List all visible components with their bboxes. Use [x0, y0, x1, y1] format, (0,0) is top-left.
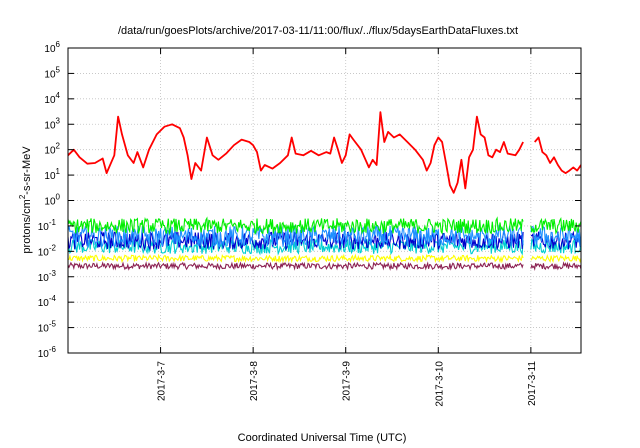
- y-tick-mantissa: 10: [38, 298, 50, 309]
- y-tick-label: 103: [44, 116, 60, 131]
- series-line-band: [68, 253, 581, 264]
- y-tick-exponent: -5: [49, 320, 57, 329]
- y-tick-label: 10-5: [38, 320, 57, 335]
- y-axis-label: protons/cm2-s-sr-MeV: [18, 146, 33, 254]
- y-tick-label: 100: [44, 193, 60, 208]
- y-tick-exponent: 3: [56, 116, 61, 125]
- y-tick-label: 10-2: [38, 243, 57, 258]
- y-tick-label: 10-1: [38, 218, 57, 233]
- y-axis-label-sup: 2: [18, 194, 27, 199]
- series-line-band: [68, 216, 581, 236]
- y-tick-exponent: 5: [56, 65, 61, 74]
- y-tick-mantissa: 10: [38, 273, 50, 284]
- y-tick-label: 105: [44, 65, 60, 80]
- y-tick-mantissa: 10: [44, 44, 56, 55]
- y-tick-mantissa: 10: [44, 95, 56, 106]
- plot-frame: [67, 47, 582, 354]
- y-axis: 10-610-510-410-310-210-11001011021031041…: [38, 40, 581, 360]
- x-tick-label: 2017-3-11: [527, 361, 538, 406]
- grid-lines: [68, 47, 581, 354]
- y-tick-mantissa: 10: [38, 222, 50, 233]
- y-tick-mantissa: 10: [38, 247, 50, 258]
- y-tick-mantissa: 10: [44, 146, 56, 157]
- y-tick-label: 10-6: [38, 345, 57, 360]
- x-tick-label: 2017-3-7: [157, 361, 168, 401]
- y-tick-exponent: 6: [56, 40, 61, 49]
- y-tick-mantissa: 10: [44, 120, 56, 131]
- chart-title: /data/run/goesPlots/archive/2017-03-11/1…: [118, 25, 518, 37]
- y-tick-mantissa: 10: [44, 197, 56, 208]
- x-axis: 2017-3-7 2017-3-8 2017-3-9 2017-3-10 2017-3-…: [157, 48, 538, 407]
- y-tick-label: 101: [44, 167, 60, 182]
- series-line-band: [68, 237, 581, 256]
- y-tick-mantissa: 10: [44, 69, 56, 80]
- y-tick-mantissa: 10: [44, 171, 56, 182]
- y-tick-exponent: -3: [49, 269, 57, 278]
- x-tick-label: 2017-3-9: [342, 361, 353, 401]
- y-tick-exponent: -2: [49, 243, 57, 252]
- series-line-main: [68, 111, 581, 194]
- x-tick-label: 2017-3-10: [434, 361, 445, 407]
- x-axis-label: Coordinated Universal Time (UTC): [238, 432, 407, 444]
- y-axis-label-base: protons/cm: [21, 199, 33, 253]
- y-tick-label: 106: [44, 40, 60, 55]
- y-tick-label: 10-3: [38, 269, 57, 284]
- y-tick-label: 104: [44, 91, 60, 106]
- x-tick-label: 2017-3-8: [249, 361, 260, 401]
- y-tick-exponent: 0: [56, 193, 61, 202]
- y-tick-exponent: -4: [49, 294, 57, 303]
- y-axis-label-rest: -s-sr-MeV: [21, 146, 33, 195]
- y-tick-label: 10-4: [38, 294, 57, 309]
- y-tick-exponent: -6: [49, 345, 57, 354]
- series-line-band: [68, 261, 581, 272]
- y-tick-mantissa: 10: [38, 349, 50, 360]
- y-tick-mantissa: 10: [38, 324, 50, 335]
- y-tick-exponent: 1: [56, 167, 61, 176]
- y-tick-exponent: 2: [56, 142, 61, 151]
- y-tick-exponent: 4: [56, 91, 61, 100]
- y-tick-exponent: -1: [49, 218, 57, 227]
- series-group: [68, 111, 581, 272]
- y-tick-label: 102: [44, 142, 60, 157]
